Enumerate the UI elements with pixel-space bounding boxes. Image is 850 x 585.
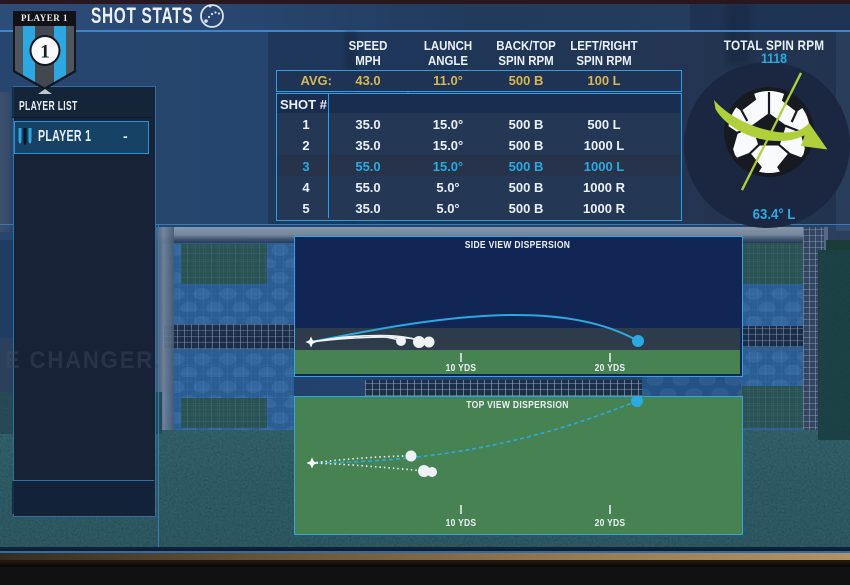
svg-text:1: 1 (40, 42, 50, 63)
